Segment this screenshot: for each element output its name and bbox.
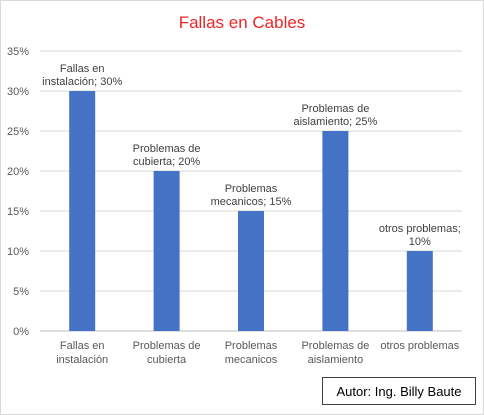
bar xyxy=(69,91,96,331)
data-label: Problemas mecanicos; 15% xyxy=(211,183,292,208)
bar xyxy=(238,211,264,331)
y-tick-label: 5% xyxy=(13,286,29,298)
x-tick-label: otros problemas xyxy=(380,340,459,352)
data-label: Problemas de cubierta; 20% xyxy=(133,143,201,168)
y-tick-label: 15% xyxy=(7,206,29,218)
x-tick-label: Problemas mecanicos xyxy=(225,340,278,366)
y-tick-label: 10% xyxy=(7,246,29,258)
x-axis-ticks: Fallas en instalación Problemas de cubierta… xyxy=(56,340,460,366)
author-annotation: Autor: Ing. Billy Baute xyxy=(322,377,476,405)
y-tick-label: 0% xyxy=(13,326,29,338)
bar xyxy=(153,171,180,331)
bar xyxy=(406,251,433,331)
data-label: Fallas en instalación; 30% xyxy=(42,63,122,88)
x-tick-label: Problemas de cubierta xyxy=(133,340,201,366)
bar xyxy=(322,131,349,331)
y-tick-label: 20% xyxy=(7,166,29,178)
x-tick-label: Fallas en instalación xyxy=(56,340,108,366)
data-label: otros problemas; 10% xyxy=(379,223,461,248)
y-tick-label: 25% xyxy=(7,126,29,138)
chart-title: Fallas en Cables xyxy=(179,13,306,32)
y-axis-ticks: 0% 5% 10% 15% 20% 25% 30% 35% xyxy=(7,46,29,338)
data-labels: Fallas en instalación; 30% Problemas de cub… xyxy=(42,63,461,248)
x-tick-label: Problemas de aislamiento xyxy=(301,340,369,366)
data-label: Problemas de aislamiento; 25% xyxy=(294,103,378,128)
bars xyxy=(69,91,433,331)
y-tick-label: 35% xyxy=(7,46,29,58)
y-tick-label: 30% xyxy=(7,86,29,98)
